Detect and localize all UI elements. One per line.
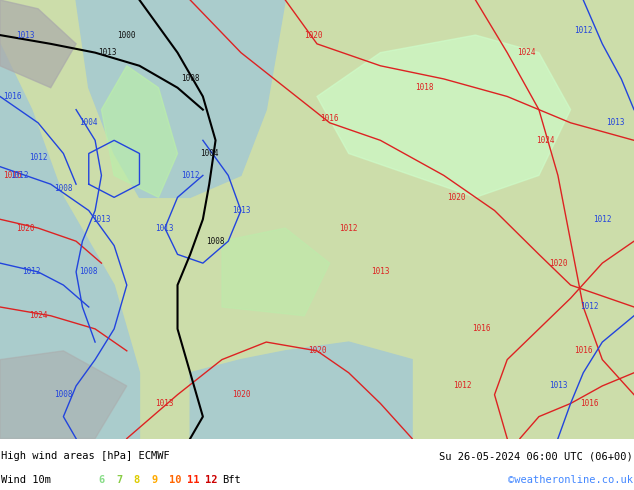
Text: 1020: 1020 [16,223,35,233]
Text: 1013: 1013 [16,30,35,40]
Text: 1012: 1012 [181,171,200,180]
Text: 1016: 1016 [472,324,491,333]
Text: 1008: 1008 [79,268,98,276]
Text: 1024: 1024 [517,48,536,57]
Text: 1024: 1024 [536,136,555,145]
Text: 1020: 1020 [548,259,567,268]
Polygon shape [0,44,139,439]
Text: 1012: 1012 [593,215,612,224]
Text: 1020: 1020 [447,193,466,202]
Text: 1016: 1016 [3,92,22,101]
Polygon shape [0,0,76,88]
Text: 1016: 1016 [3,171,22,180]
Text: 1020: 1020 [304,30,323,40]
Text: 1012: 1012 [339,223,358,233]
Text: Wind 10m: Wind 10m [1,475,51,485]
Text: 10: 10 [169,475,182,485]
Text: 1013: 1013 [371,268,390,276]
Polygon shape [317,35,571,197]
Polygon shape [0,351,127,439]
Text: 1024: 1024 [29,311,48,320]
Text: 1012: 1012 [574,26,593,35]
Text: 1013: 1013 [98,48,117,57]
Text: 1008: 1008 [181,74,200,83]
Text: 1013: 1013 [155,223,174,233]
Text: 1008: 1008 [206,237,225,245]
Text: 1012: 1012 [580,302,599,312]
Text: 1013: 1013 [155,399,174,408]
Text: 1013: 1013 [92,215,111,224]
Text: High wind areas [hPa] ECMWF: High wind areas [hPa] ECMWF [1,451,170,462]
Text: 11: 11 [187,475,200,485]
Text: 1013: 1013 [231,206,250,215]
Polygon shape [76,0,285,197]
Text: 1008: 1008 [54,184,73,193]
Text: 1013: 1013 [548,381,567,391]
Polygon shape [190,342,412,439]
Text: 1004: 1004 [79,118,98,127]
Polygon shape [222,228,330,316]
Text: 9: 9 [152,475,158,485]
Text: 1012: 1012 [29,153,48,162]
Text: 1004: 1004 [200,149,219,158]
Text: 1020: 1020 [231,390,250,399]
Text: 1016: 1016 [320,114,339,123]
Text: 12: 12 [205,475,217,485]
Text: ©weatheronline.co.uk: ©weatheronline.co.uk [508,475,633,485]
Text: 1012: 1012 [22,268,41,276]
Text: Su 26-05-2024 06:00 UTC (06+00): Su 26-05-2024 06:00 UTC (06+00) [439,451,633,462]
Text: 1016: 1016 [574,346,593,355]
Text: 1013: 1013 [605,118,624,127]
Text: 6: 6 [98,475,105,485]
Text: 1000: 1000 [117,30,136,40]
Text: 1016: 1016 [580,399,599,408]
Text: 8: 8 [134,475,140,485]
Text: 1018: 1018 [415,83,434,92]
Text: 1020: 1020 [307,346,327,355]
Text: Bft: Bft [223,475,242,485]
Text: 1012: 1012 [10,171,29,180]
Text: 7: 7 [116,475,122,485]
Text: 1008: 1008 [54,390,73,399]
Text: 1012: 1012 [453,381,472,391]
Polygon shape [101,66,178,197]
